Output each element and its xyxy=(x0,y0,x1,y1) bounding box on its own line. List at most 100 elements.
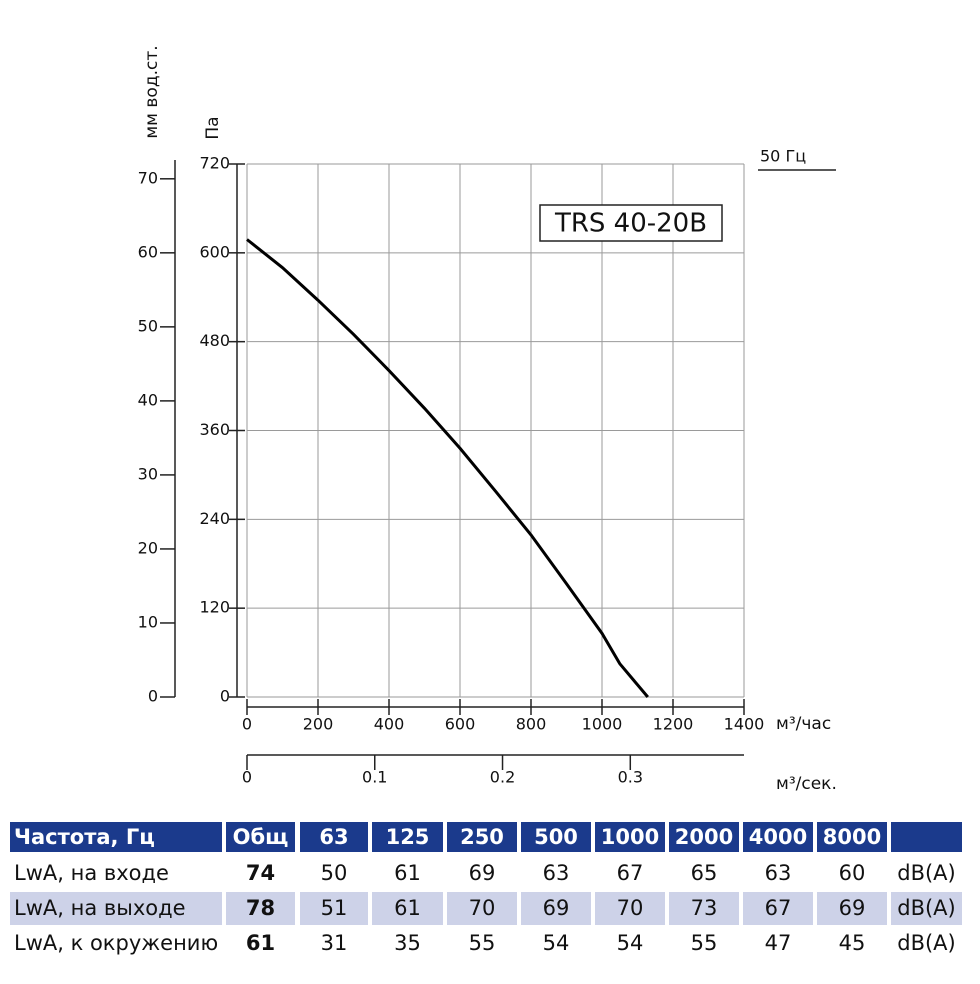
x-tick-label: 1000 xyxy=(582,715,623,734)
cell-value: 69 xyxy=(543,896,570,920)
header-cell xyxy=(743,822,813,852)
cell-value: 54 xyxy=(617,931,644,955)
header-label: 500 xyxy=(534,825,578,849)
x-tick-label: 1400 xyxy=(724,715,765,734)
x2-tick-label: 0.1 xyxy=(362,768,387,787)
y-tick-label: 240 xyxy=(199,509,230,528)
cell-value: 78 xyxy=(246,896,275,920)
y2-tick-label: 60 xyxy=(138,242,158,261)
y2-tick-label: 40 xyxy=(138,390,158,409)
cell-value: 47 xyxy=(765,931,792,955)
cell-value: 45 xyxy=(839,931,866,955)
cell-value: 35 xyxy=(394,931,421,955)
header-label: 63 xyxy=(319,825,348,849)
y2-tick-label: 30 xyxy=(138,464,158,483)
row-shade xyxy=(447,892,517,925)
row-label: LwA, на выходе xyxy=(14,896,186,920)
row-shade xyxy=(372,892,443,925)
cell-value: 69 xyxy=(469,861,496,885)
cell-value: 73 xyxy=(691,896,718,920)
x-tick-label: 0 xyxy=(242,715,252,734)
header-cell xyxy=(447,822,517,852)
header-cell xyxy=(817,822,887,852)
x2-tick-label: 0.2 xyxy=(490,768,515,787)
row-shade xyxy=(891,892,962,925)
y2-tick-label: 20 xyxy=(138,538,158,557)
x-tick-label: 200 xyxy=(303,715,334,734)
cell-value: 70 xyxy=(469,896,496,920)
cell-value: 55 xyxy=(469,931,496,955)
y-tick-label: 480 xyxy=(199,331,230,350)
header-cell xyxy=(300,822,368,852)
cell-value: 67 xyxy=(765,896,792,920)
x-tick-label: 1200 xyxy=(653,715,694,734)
curve xyxy=(246,238,649,698)
annotation: 50 Гц xyxy=(760,147,806,166)
y2-tick-label: 70 xyxy=(138,168,158,187)
header-cell xyxy=(891,822,962,852)
y-tick-label: 720 xyxy=(199,154,230,173)
row-shade xyxy=(521,892,591,925)
x2-tick-label: 0 xyxy=(242,768,252,787)
legend-box xyxy=(539,204,723,242)
cell-value: 74 xyxy=(246,861,275,885)
row-shade xyxy=(817,892,887,925)
y2-tick-label: 0 xyxy=(148,687,158,706)
header-label: Частота, Гц xyxy=(14,825,155,849)
x2-tick-label: 0.3 xyxy=(618,768,643,787)
cell-value: dB(A) xyxy=(897,861,956,885)
cell-value: 67 xyxy=(617,861,644,885)
row-shade xyxy=(300,892,368,925)
cell-value: 31 xyxy=(321,931,348,955)
x-tick-label: 800 xyxy=(516,715,547,734)
row-label: LwA, на входе xyxy=(14,861,169,885)
x-tick-label: 400 xyxy=(374,715,405,734)
x-axis-title: м³/час xyxy=(776,714,831,734)
cell-value: 69 xyxy=(839,896,866,920)
cell-value: 61 xyxy=(394,861,421,885)
row-label: LwA, к окружению xyxy=(14,931,218,955)
header-label: 8000 xyxy=(823,825,881,849)
cell-value: 60 xyxy=(839,861,866,885)
cell-value: 50 xyxy=(321,861,348,885)
header-cell xyxy=(226,822,295,852)
row-shade xyxy=(595,892,665,925)
cell-value: 61 xyxy=(394,896,421,920)
header-cell xyxy=(595,822,665,852)
header-label: 250 xyxy=(460,825,504,849)
y2-tick-label: 50 xyxy=(138,316,158,335)
header-cell xyxy=(10,822,222,852)
cell-value: dB(A) xyxy=(897,896,956,920)
header-label: 125 xyxy=(386,825,430,849)
cell-value: 63 xyxy=(543,861,570,885)
row-shade xyxy=(669,892,739,925)
legend-label: TRS 40-20B xyxy=(554,209,707,239)
header-label: 1000 xyxy=(601,825,659,849)
cell-value: 51 xyxy=(321,896,348,920)
header-cell xyxy=(669,822,739,852)
cell-value: dB(A) xyxy=(897,931,956,955)
cell-value: 54 xyxy=(543,931,570,955)
y-axis-title: Па xyxy=(203,116,223,139)
x2-axis-title: м³/сек. xyxy=(776,774,837,794)
header-cell xyxy=(372,822,443,852)
cell-value: 63 xyxy=(765,861,792,885)
y-tick-label: 120 xyxy=(199,598,230,617)
row-shade xyxy=(743,892,813,925)
y-tick-label: 0 xyxy=(220,687,230,706)
cell-value: 55 xyxy=(691,931,718,955)
y2-axis-title: мм вод.ст. xyxy=(142,45,162,138)
y-tick-label: 600 xyxy=(199,242,230,261)
header-cell xyxy=(521,822,591,852)
y2-tick-label: 10 xyxy=(138,612,158,631)
header-label: 2000 xyxy=(675,825,733,849)
header-label: Общ xyxy=(233,825,289,849)
cell-value: 61 xyxy=(246,931,275,955)
row-shade xyxy=(226,892,295,925)
cell-value: 65 xyxy=(691,861,718,885)
cell-value: 70 xyxy=(617,896,644,920)
header-label: 4000 xyxy=(749,825,807,849)
row-shade xyxy=(10,892,222,925)
y-tick-label: 360 xyxy=(199,420,230,439)
